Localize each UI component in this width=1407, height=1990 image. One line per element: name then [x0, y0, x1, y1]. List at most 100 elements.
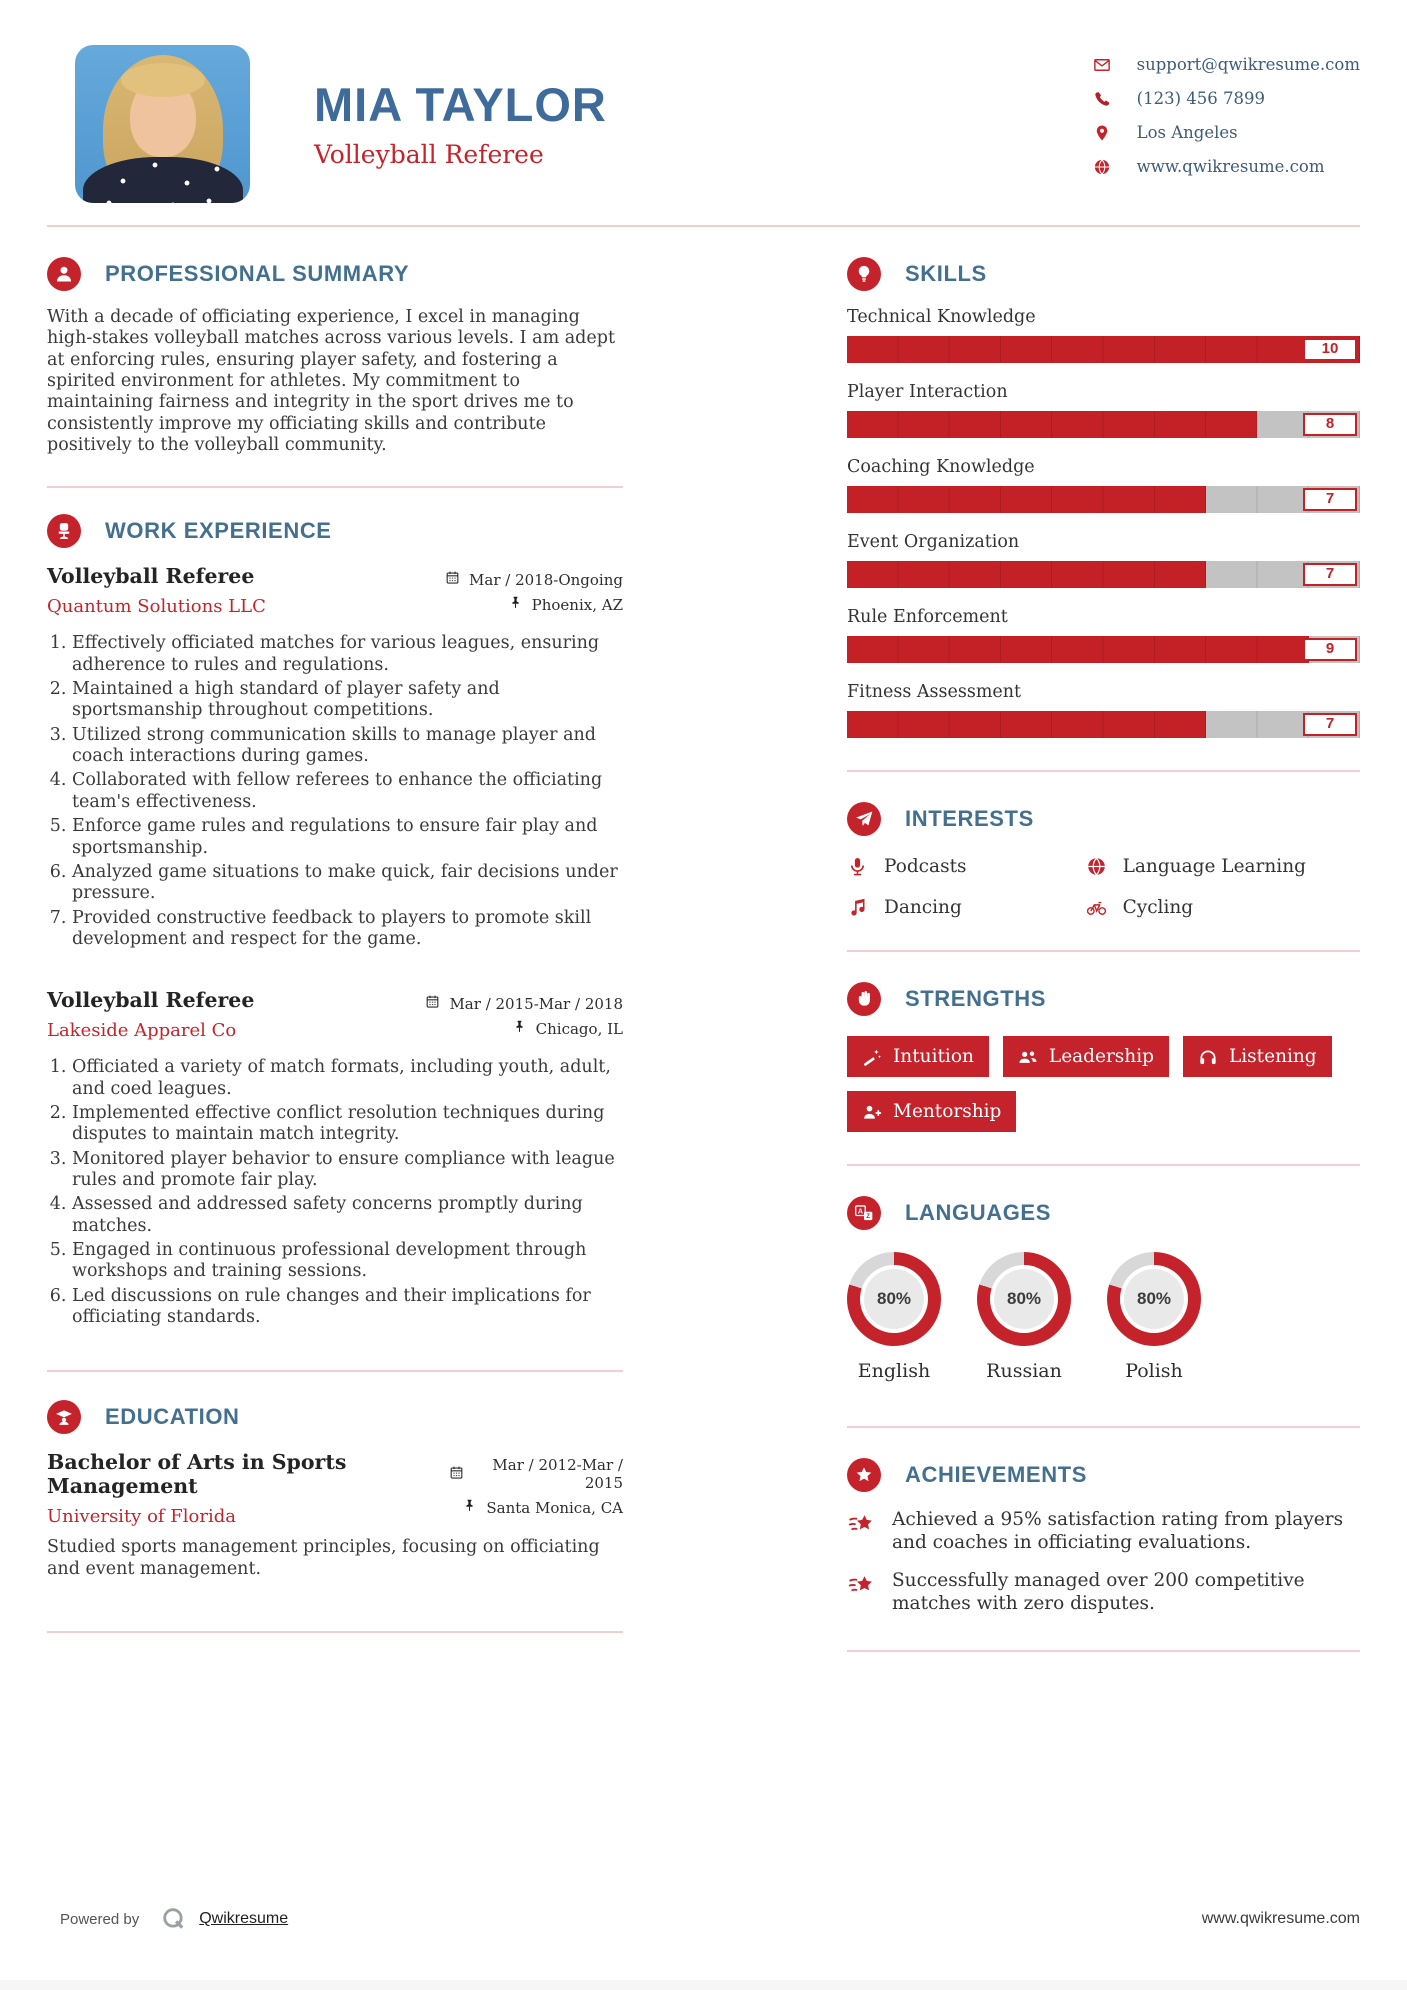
- candidate-name: MIA TAYLOR: [314, 78, 607, 131]
- job-bullet: Enforce game rules and regulations to en…: [72, 816, 623, 859]
- job-company: Lakeside Apparel Co: [47, 1020, 237, 1042]
- contact-website[interactable]: www.qwikresume.com: [1093, 157, 1360, 176]
- language-donut: 80%: [847, 1252, 941, 1346]
- location-icon: [1093, 124, 1111, 142]
- interests-section-header: INTERESTS: [847, 802, 1360, 836]
- job-bullet: Assessed and addressed safety concerns p…: [72, 1194, 623, 1237]
- strength-badge: Leadership: [1002, 1036, 1169, 1077]
- strengths-heading: STRENGTHS: [905, 986, 1047, 1011]
- paper-plane-icon: [847, 802, 881, 836]
- globe-icon: [1087, 857, 1105, 876]
- music-note-icon: [851, 898, 865, 916]
- language-name: English: [857, 1360, 931, 1382]
- left-column: PROFESSIONAL SUMMARY With a decade of of…: [47, 257, 623, 1652]
- divider: [47, 1370, 623, 1373]
- contact-location[interactable]: Los Angeles: [1093, 123, 1360, 142]
- skill-bar: 10: [847, 336, 1360, 363]
- job-bullet-list: Officiated a variety of match formats, i…: [47, 1057, 623, 1328]
- interests-list: Podcasts Language Learning Dancing Cycli…: [847, 856, 1360, 918]
- job-entry: Volleyball Referee Quantum Solutions LLC…: [47, 564, 623, 950]
- office-chair-icon: [47, 514, 81, 549]
- contact-website-text: www.qwikresume.com: [1136, 157, 1325, 176]
- language-donut: 80%: [977, 1252, 1071, 1346]
- interest-label: Podcasts: [884, 856, 967, 877]
- contact-email-text: support@qwikresume.com: [1136, 55, 1360, 74]
- strength-label: Mentorship: [893, 1101, 1002, 1122]
- calendar-icon: [449, 1465, 464, 1484]
- contact-phone-text: (123) 456 7899: [1136, 89, 1265, 108]
- skill-item: Technical Knowledge 10: [847, 307, 1360, 363]
- job-location: Phoenix, AZ: [445, 595, 623, 614]
- language-item: 80% English: [847, 1252, 941, 1382]
- job-bullet: Officiated a variety of match formats, i…: [72, 1057, 623, 1100]
- skill-fill: [847, 336, 1360, 363]
- job-dates-text: Mar / 2015-Mar / 2018: [449, 994, 623, 1013]
- website-icon: [1093, 158, 1111, 176]
- education-entry: Bachelor of Arts in Sports Management Un…: [47, 1450, 623, 1581]
- right-column: SKILLS Technical Knowledge 10 Player Int…: [847, 257, 1360, 1652]
- header: MIA TAYLOR Volleyball Referee support@qw…: [47, 0, 1360, 203]
- language-name: Polish: [1125, 1360, 1183, 1382]
- calendar-icon: [445, 570, 460, 589]
- interest-label: Dancing: [884, 897, 962, 918]
- donut-hole: 80%: [860, 1265, 928, 1333]
- skill-item: Rule Enforcement 9: [847, 607, 1360, 663]
- skill-fill: [847, 486, 1207, 513]
- wand-icon: [863, 1049, 881, 1066]
- powered-by-label: Powered by: [60, 1910, 140, 1928]
- job-location: Chicago, IL: [425, 1019, 623, 1038]
- interest-label: Language Learning: [1122, 856, 1306, 877]
- interest-item: Podcasts: [847, 856, 1086, 877]
- bottom-strip: [0, 1980, 1407, 1990]
- divider: [847, 1164, 1360, 1166]
- skill-value: 7: [1303, 713, 1357, 736]
- job-bullet: Led discussions on rule changes and thei…: [72, 1286, 623, 1329]
- job-bullet: Collaborated with fellow referees to enh…: [72, 770, 623, 813]
- divider: [847, 770, 1360, 772]
- job-entry: Volleyball Referee Lakeside Apparel Co M…: [47, 988, 623, 1328]
- skill-bar: 7: [847, 711, 1360, 738]
- strength-label: Intuition: [893, 1046, 974, 1067]
- job-bullet: Maintained a high standard of player saf…: [72, 679, 623, 722]
- interests-heading: INTERESTS: [905, 806, 1034, 831]
- skill-label: Technical Knowledge: [847, 307, 1036, 327]
- contact-phone[interactable]: (123) 456 7899: [1093, 89, 1360, 108]
- education-description: Studied sports management principles, fo…: [47, 1537, 600, 1580]
- interest-label: Cycling: [1122, 897, 1194, 918]
- skill-fill: [847, 711, 1207, 738]
- job-dates-text: Mar / 2018-Ongoing: [469, 570, 623, 589]
- education-dates: Mar / 2012-Mar / 2015: [449, 1456, 623, 1492]
- calendar-icon: [425, 994, 440, 1013]
- skill-fill: [847, 411, 1258, 438]
- profile-photo: [75, 45, 250, 203]
- svg-text:A: A: [858, 1208, 863, 1216]
- qwikresume-link[interactable]: Qwikresume: [199, 1910, 289, 1927]
- skill-label: Coaching Knowledge: [847, 457, 1035, 477]
- strengths-section-header: STRENGTHS: [847, 982, 1360, 1016]
- person-icon: [47, 257, 81, 291]
- candidate-title: Volleyball Referee: [314, 140, 544, 169]
- contact-location-text: Los Angeles: [1136, 123, 1238, 142]
- skill-value: 7: [1303, 488, 1357, 511]
- skill-value: 7: [1303, 563, 1357, 586]
- skill-item: Coaching Knowledge 7: [847, 457, 1360, 513]
- achievement-item: Successfully managed over 200 competitiv…: [847, 1569, 1360, 1615]
- education-degree: Bachelor of Arts in Sports Management: [47, 1450, 347, 1499]
- achievement-text: Successfully managed over 200 competitiv…: [892, 1570, 1305, 1615]
- achievements-heading: ACHIEVEMENTS: [905, 1462, 1087, 1487]
- strength-badge: Listening: [1182, 1036, 1332, 1077]
- education-heading: EDUCATION: [105, 1404, 240, 1430]
- email-icon: [1093, 56, 1111, 74]
- donut-core: 80%: [1124, 1269, 1184, 1329]
- pushpin-icon: [508, 595, 523, 614]
- divider: [847, 1649, 1360, 1652]
- skill-bar: 7: [847, 561, 1360, 588]
- person-plus-icon: [864, 1105, 882, 1119]
- skill-bar: 8: [847, 411, 1360, 438]
- job-dates: Mar / 2015-Mar / 2018: [425, 994, 623, 1013]
- job-bullet: Utilized strong communication skills to …: [72, 725, 623, 768]
- identity-block: MIA TAYLOR Volleyball Referee: [314, 45, 607, 169]
- contact-email[interactable]: support@qwikresume.com: [1093, 55, 1360, 74]
- job-bullet: Analyzed game situations to make quick, …: [72, 862, 623, 905]
